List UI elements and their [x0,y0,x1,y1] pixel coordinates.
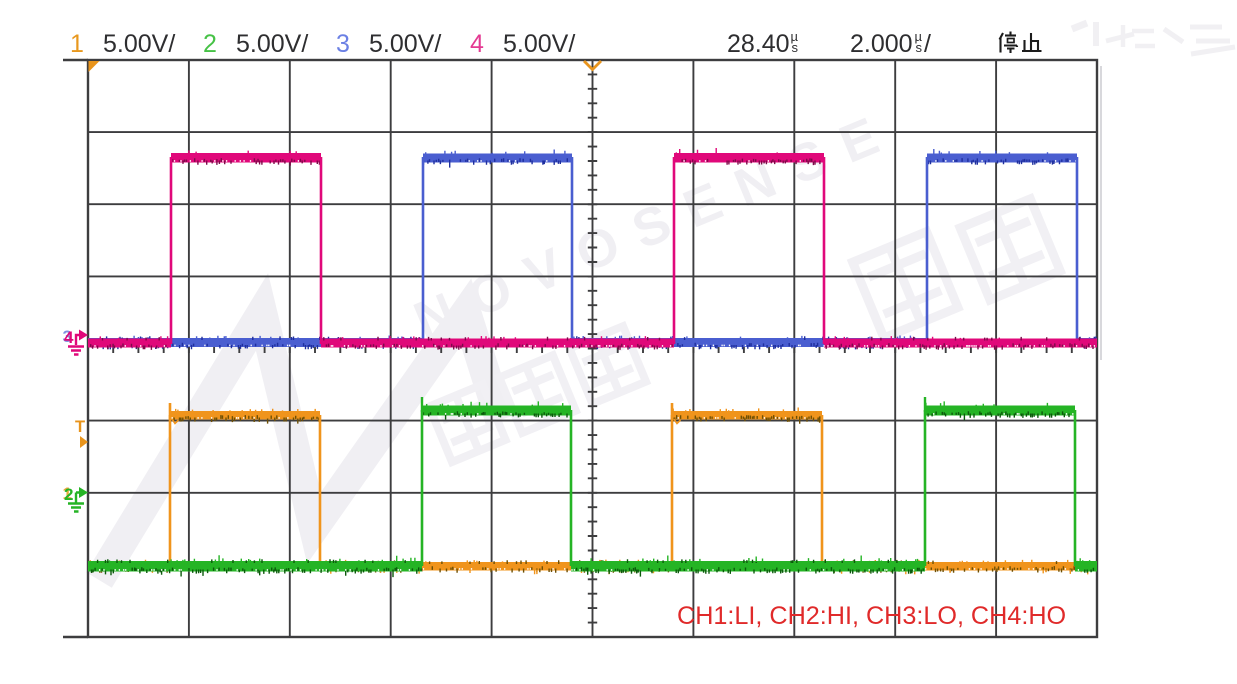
svg-text:µ: µ [915,29,923,44]
svg-text:5.00V/: 5.00V/ [503,30,575,58]
svg-text:CH1:LI, CH2:HI, CH3:LO, CH4:HO: CH1:LI, CH2:HI, CH3:LO, CH4:HO [677,602,1066,630]
svg-text:T: T [75,418,85,436]
svg-text:28.40: 28.40 [727,30,790,58]
svg-text:3: 3 [63,327,72,346]
svg-text:5.00V/: 5.00V/ [103,30,175,58]
svg-text:s: s [916,40,923,55]
svg-text:1: 1 [63,484,72,503]
svg-text:1: 1 [70,30,84,58]
svg-text:NOVOSENSE: NOVOSENSE [406,99,905,351]
svg-text:s: s [792,40,799,55]
svg-text:2: 2 [203,30,217,58]
svg-text:4: 4 [470,30,484,58]
svg-text:µ: µ [791,29,799,44]
svg-text:2.000: 2.000 [850,30,913,58]
svg-text:4: 4 [64,328,74,347]
svg-text:3: 3 [336,30,350,58]
svg-text:/: / [924,30,931,58]
svg-text:5.00V/: 5.00V/ [369,30,441,58]
svg-text:2: 2 [64,485,73,504]
svg-text:5.00V/: 5.00V/ [236,30,308,58]
